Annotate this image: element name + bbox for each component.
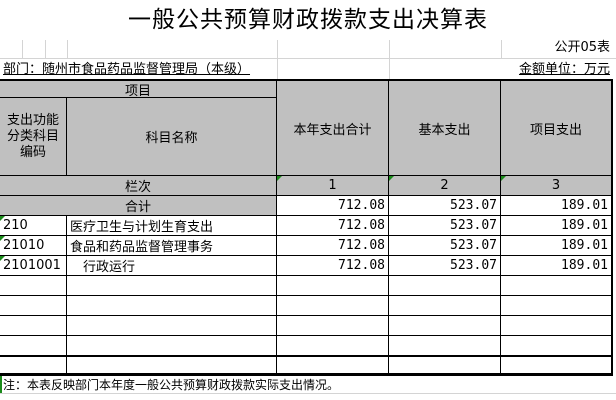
row-name[interactable]: 食品和药品监督管理事务 xyxy=(67,236,277,256)
column-index-2: 2 xyxy=(389,176,501,196)
selection-marker xyxy=(0,376,2,393)
table-right-border xyxy=(611,79,613,375)
column-index-label: 栏次 xyxy=(0,176,277,196)
gridline xyxy=(0,58,616,59)
gridline xyxy=(0,393,616,394)
empty-cell[interactable] xyxy=(277,276,389,296)
empty-cell[interactable] xyxy=(501,357,612,374)
empty-cell[interactable] xyxy=(501,296,612,316)
empty-cell[interactable] xyxy=(501,276,612,296)
header-total: 本年支出合计 xyxy=(277,81,389,176)
empty-cell[interactable] xyxy=(277,296,389,316)
empty-cell[interactable] xyxy=(67,276,277,296)
empty-cell[interactable] xyxy=(0,316,67,336)
header-code: 支出功能分类科目编码 xyxy=(0,98,67,176)
row-code[interactable]: 2101001 xyxy=(0,256,67,276)
total-amount[interactable]: 712.08 xyxy=(277,196,389,216)
department-label: 部门：随州市食品药品监督管理局（本级） xyxy=(3,62,251,77)
gridline xyxy=(22,40,23,58)
gridline xyxy=(277,40,278,80)
gridline xyxy=(389,40,390,80)
gridline xyxy=(45,40,46,58)
row-name[interactable]: 医疗卫生与计划生育支出 xyxy=(67,216,277,236)
thick-divider xyxy=(0,355,613,357)
row-total[interactable]: 712.08 xyxy=(277,236,389,256)
footnote: 注：本表反映部门本年度一般公共预算财政拨款实际支出情况。 xyxy=(3,378,340,392)
empty-cell[interactable] xyxy=(277,316,389,336)
gridline xyxy=(501,40,502,58)
gridline xyxy=(67,40,68,58)
empty-cell[interactable] xyxy=(389,276,501,296)
row-basic[interactable]: 523.07 xyxy=(389,256,501,276)
row-basic[interactable]: 523.07 xyxy=(389,236,501,256)
header-basic: 基本支出 xyxy=(389,81,501,176)
empty-cell[interactable] xyxy=(389,316,501,336)
empty-cell[interactable] xyxy=(67,316,277,336)
table-top-border xyxy=(0,79,613,81)
row-total[interactable]: 712.08 xyxy=(277,256,389,276)
empty-cell[interactable] xyxy=(67,336,277,356)
unit-label: 金额单位：万元 xyxy=(518,62,610,77)
report-title: 一般公共预算财政拨款支出决算表 xyxy=(128,7,488,33)
row-code[interactable]: 21010 xyxy=(0,236,67,256)
header-item: 项目 xyxy=(0,81,277,98)
empty-cell[interactable] xyxy=(389,296,501,316)
empty-cell[interactable] xyxy=(67,357,277,374)
empty-cell[interactable] xyxy=(0,336,67,356)
row-name[interactable]: 行政运行 xyxy=(67,256,277,276)
row-project[interactable]: 189.01 xyxy=(501,216,612,236)
row-project[interactable]: 189.01 xyxy=(501,256,612,276)
column-index-1: 1 xyxy=(277,176,389,196)
column-index-3: 3 xyxy=(501,176,612,196)
row-total[interactable]: 712.08 xyxy=(277,216,389,236)
empty-cell[interactable] xyxy=(501,336,612,356)
form-number: 公开05表 xyxy=(554,40,610,55)
row-project[interactable]: 189.01 xyxy=(501,236,612,256)
empty-cell[interactable] xyxy=(501,316,612,336)
empty-cell[interactable] xyxy=(0,276,67,296)
table-bottom-border xyxy=(0,374,613,376)
empty-cell[interactable] xyxy=(0,296,67,316)
total-label: 合计 xyxy=(0,196,277,216)
empty-cell[interactable] xyxy=(389,357,501,374)
empty-cell[interactable] xyxy=(0,357,67,374)
empty-cell[interactable] xyxy=(277,336,389,356)
empty-cell[interactable] xyxy=(67,296,277,316)
row-basic[interactable]: 523.07 xyxy=(389,216,501,236)
total-project[interactable]: 189.01 xyxy=(501,196,612,216)
empty-cell[interactable] xyxy=(277,357,389,374)
row-code[interactable]: 210 xyxy=(0,216,67,236)
total-basic[interactable]: 523.07 xyxy=(389,196,501,216)
header-project: 项目支出 xyxy=(501,81,612,176)
empty-cell[interactable] xyxy=(389,336,501,356)
header-name: 科目名称 xyxy=(67,98,277,176)
